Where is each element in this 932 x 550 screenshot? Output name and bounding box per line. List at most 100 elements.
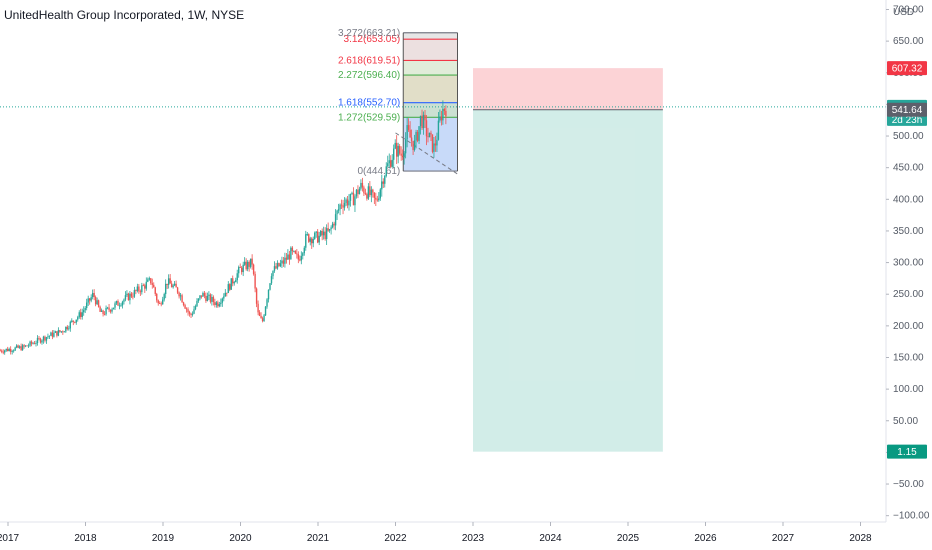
candle-body: [181, 295, 183, 303]
candle-body: [398, 145, 401, 154]
candle-body: [232, 278, 234, 284]
candle-body: [388, 160, 390, 164]
short-position[interactable]: [473, 68, 663, 452]
candle-body: [246, 261, 249, 270]
candle-body: [172, 285, 174, 288]
candle-body: [118, 305, 121, 307]
fib-zone: [403, 102, 458, 118]
candle-body: [173, 283, 176, 286]
fib-zone: [403, 75, 458, 103]
candle-body: [327, 228, 329, 231]
candle-body: [17, 345, 19, 348]
candle-body: [105, 307, 107, 315]
candle-body: [59, 330, 61, 332]
candle-body: [148, 278, 150, 280]
candle-body: [299, 259, 301, 261]
candle-body: [284, 257, 286, 264]
candle-body: [178, 292, 180, 297]
candle-body: [103, 313, 106, 315]
candle-body: [151, 283, 153, 285]
candle-body: [27, 345, 30, 347]
candle-body: [382, 181, 384, 184]
price-tag-label: 541.64: [892, 105, 923, 116]
candle-body: [71, 320, 73, 322]
candle-body: [147, 279, 149, 282]
candle-body: [94, 297, 97, 305]
candle-body: [60, 331, 63, 333]
candle-body: [238, 267, 240, 274]
candle-body: [5, 348, 7, 351]
candle-body: [330, 227, 332, 230]
candle-body: [132, 296, 134, 298]
candle-body: [96, 300, 98, 305]
candle-body: [41, 340, 43, 343]
y-tick-label: 500.00: [893, 131, 924, 142]
candle-body: [80, 312, 82, 317]
fib-level-label: 1.618(552.70): [338, 98, 400, 109]
candle-body: [390, 160, 392, 167]
candle-body: [1, 350, 3, 352]
candle-body: [436, 139, 438, 146]
candle-body: [442, 108, 444, 121]
candle-body: [339, 204, 341, 210]
stop-loss-zone[interactable]: [473, 68, 663, 110]
chart-title: UnitedHealth Group Incorporated, 1W, NYS…: [4, 8, 245, 22]
candle-body: [404, 139, 407, 154]
fib-extension[interactable]: 0(444.61) 1.272(529.59) 1.618(552.70) 2.272…: [338, 28, 458, 177]
candle-body: [230, 278, 232, 290]
candle-body: [162, 299, 164, 305]
take-profit-zone[interactable]: [473, 109, 663, 452]
y-tick-label: 400.00: [893, 194, 924, 205]
candle-body: [421, 115, 423, 129]
candle-body: [257, 303, 259, 313]
candle-body: [106, 307, 109, 309]
candle-body: [342, 205, 344, 208]
candle-body: [26, 345, 28, 347]
candle-body: [403, 153, 405, 158]
candle-body: [197, 298, 200, 301]
candle-body: [348, 200, 350, 206]
candle-body: [309, 238, 311, 242]
candle-body: [35, 343, 37, 344]
candle-body: [32, 343, 34, 345]
candle-body: [185, 308, 188, 310]
candle-body: [20, 346, 22, 351]
candle-body: [252, 264, 255, 274]
candle-body: [251, 258, 253, 265]
y-tick-label: 50.00: [893, 416, 918, 427]
candle-body: [193, 309, 195, 314]
candle-body: [144, 285, 146, 289]
candle-body: [44, 336, 46, 341]
candle-body: [364, 193, 367, 195]
y-tick-label: 150.00: [893, 352, 924, 363]
candle-body: [370, 189, 373, 196]
candle-body: [229, 284, 231, 290]
currency-label: USD: [893, 7, 914, 18]
candle-body: [443, 108, 446, 111]
candle-body: [361, 182, 364, 188]
candle-body: [360, 182, 362, 189]
candle-body: [209, 294, 212, 302]
x-tick-label: 2019: [152, 533, 175, 544]
candle-body: [211, 296, 213, 302]
price-series: [0, 100, 447, 355]
candle-body: [334, 214, 337, 226]
candle-body: [358, 188, 361, 195]
x-tick-label: 2020: [229, 533, 252, 544]
candle-body: [29, 341, 31, 346]
candle-body: [75, 319, 77, 323]
candle-body: [221, 298, 224, 303]
candle-body: [349, 193, 352, 201]
candle-body: [276, 262, 279, 269]
candle-body: [357, 189, 359, 195]
candle-body: [322, 231, 325, 236]
y-tick-label: 450.00: [893, 163, 924, 174]
candle-body: [288, 254, 291, 260]
fib-zone: [403, 32, 458, 40]
candle-body: [83, 310, 85, 313]
candle-body: [170, 283, 173, 288]
candle-body: [56, 331, 58, 336]
candle-body: [343, 202, 346, 208]
